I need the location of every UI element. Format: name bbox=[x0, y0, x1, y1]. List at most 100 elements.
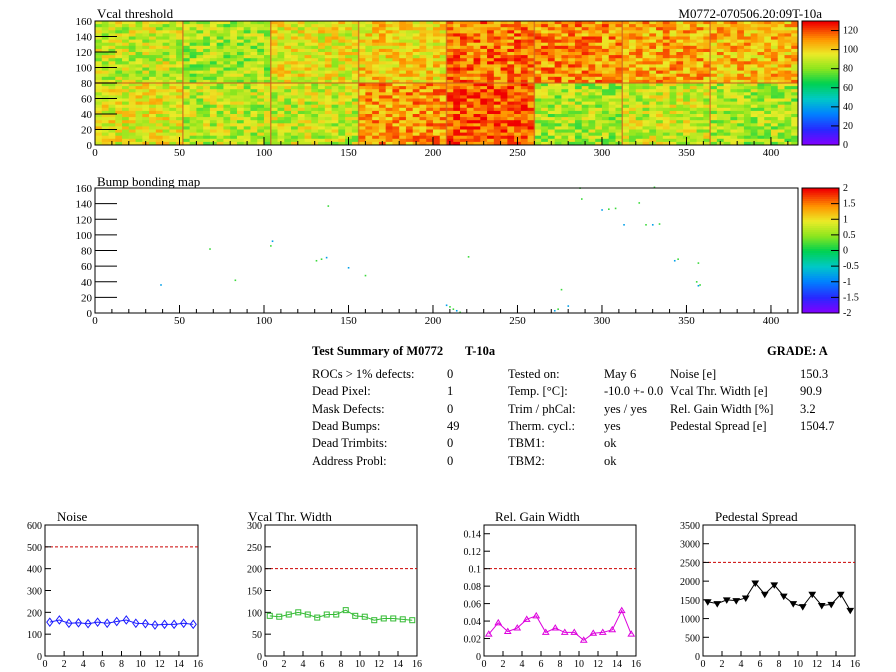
heatmap-cell bbox=[385, 83, 393, 87]
heatmap-cell bbox=[757, 73, 765, 78]
heatmap-cell bbox=[723, 76, 731, 81]
heatmap-cell bbox=[662, 24, 670, 28]
heatmap-cell bbox=[656, 61, 664, 65]
heatmap-cell bbox=[304, 73, 312, 78]
heatmap-cell bbox=[216, 58, 224, 62]
heatmap-cell bbox=[487, 135, 495, 140]
heatmap-cell bbox=[365, 55, 373, 59]
heatmap-cell bbox=[216, 70, 224, 75]
heatmap-cell bbox=[615, 70, 623, 75]
heatmap-cell bbox=[432, 73, 441, 78]
heatmap-cell bbox=[791, 107, 799, 112]
heatmap-cell bbox=[331, 98, 339, 102]
y-tick-label: 0 bbox=[37, 652, 42, 663]
heatmap-cell bbox=[223, 95, 231, 99]
heatmap-cell bbox=[95, 98, 103, 102]
x-tick-label: 4 bbox=[301, 659, 306, 670]
heatmap-cell bbox=[574, 27, 583, 31]
heatmap-cell bbox=[710, 120, 718, 124]
heatmap-cell bbox=[446, 24, 454, 28]
heatmap-cell bbox=[743, 52, 752, 56]
heatmap-cell bbox=[203, 76, 211, 81]
heatmap-cell bbox=[595, 98, 603, 102]
heatmap-cell bbox=[182, 61, 191, 65]
heatmap-cell bbox=[676, 61, 684, 65]
heatmap-cell bbox=[527, 95, 535, 99]
heatmap-cell bbox=[683, 24, 691, 28]
heatmap-cell bbox=[311, 117, 319, 121]
heatmap-cell bbox=[405, 67, 414, 71]
heatmap-cell bbox=[250, 27, 258, 31]
heatmap-cell bbox=[399, 107, 407, 112]
heatmap-cell bbox=[676, 70, 684, 75]
heatmap-cell bbox=[541, 76, 549, 81]
x-tick-label: 250 bbox=[509, 147, 526, 159]
heatmap-cell bbox=[149, 52, 157, 56]
heatmap-cell bbox=[426, 141, 434, 146]
heatmap-cell bbox=[554, 92, 562, 96]
heatmap-cell bbox=[135, 30, 143, 34]
heatmap-cell bbox=[683, 27, 691, 31]
heatmap-cell bbox=[162, 58, 170, 62]
heatmap-cell bbox=[547, 89, 556, 93]
heatmap-cell bbox=[412, 107, 420, 112]
colorbar-cell bbox=[802, 256, 839, 260]
heatmap-cell bbox=[223, 52, 231, 56]
heatmap-cell bbox=[128, 135, 136, 140]
heatmap-cell bbox=[601, 129, 610, 133]
heatmap-cell bbox=[547, 101, 556, 106]
heatmap-cell bbox=[507, 83, 515, 87]
heatmap-cell bbox=[716, 89, 725, 93]
heatmap-cell bbox=[703, 76, 711, 81]
heatmap-cell bbox=[710, 52, 718, 56]
heatmap-cell bbox=[284, 89, 292, 93]
summary-value: yes / yes bbox=[604, 401, 648, 416]
heatmap-cell bbox=[230, 27, 238, 31]
heatmap-cell bbox=[230, 138, 238, 143]
heatmap-cell bbox=[399, 42, 407, 47]
heatmap-cell bbox=[730, 89, 738, 93]
heatmap-cell bbox=[541, 30, 549, 34]
colorbar-cell bbox=[802, 116, 839, 119]
heatmap-cell bbox=[581, 92, 589, 96]
heatmap-cell bbox=[662, 86, 670, 90]
heatmap-cell bbox=[770, 64, 779, 68]
heatmap-cell bbox=[527, 55, 535, 59]
heatmap-cell bbox=[676, 110, 684, 115]
heatmap-cell bbox=[635, 135, 643, 140]
summary-label: Dead Pixel: bbox=[312, 384, 371, 399]
heatmap-cell bbox=[554, 126, 562, 130]
heatmap-cell bbox=[487, 21, 495, 25]
heatmap-cell bbox=[142, 120, 150, 124]
heatmap-cell bbox=[108, 101, 116, 106]
heatmap-cell bbox=[737, 129, 745, 133]
heatmap-cell bbox=[527, 132, 535, 137]
heatmap-cell bbox=[629, 48, 637, 53]
heatmap-cell bbox=[460, 110, 468, 115]
heatmap-cell bbox=[581, 30, 589, 34]
heatmap-cell bbox=[595, 117, 603, 121]
heatmap-cell bbox=[480, 86, 488, 90]
heatmap-cell bbox=[331, 83, 339, 87]
heatmap-cell bbox=[331, 95, 339, 99]
heatmap-cell bbox=[243, 27, 251, 31]
heatmap-cell bbox=[784, 79, 792, 84]
heatmap-cell bbox=[757, 27, 765, 31]
heatmap-cell bbox=[656, 98, 664, 102]
heatmap-cell bbox=[750, 104, 758, 109]
heatmap-cell bbox=[635, 24, 643, 28]
heatmap-cell bbox=[257, 89, 265, 93]
heatmap-cell bbox=[351, 117, 360, 121]
heatmap-cell bbox=[230, 39, 238, 44]
heatmap-cell bbox=[439, 117, 447, 121]
heatmap-cell bbox=[446, 27, 454, 31]
heatmap-cell bbox=[182, 138, 191, 143]
heatmap-cell bbox=[405, 73, 414, 78]
dead-bump-point bbox=[658, 223, 661, 225]
colorbar-cell bbox=[802, 23, 839, 26]
heatmap-cell bbox=[683, 89, 691, 93]
heatmap-cell bbox=[291, 95, 299, 99]
heatmap-cell bbox=[243, 120, 251, 124]
heatmap-cell bbox=[750, 117, 758, 121]
heatmap-cell bbox=[629, 21, 637, 25]
